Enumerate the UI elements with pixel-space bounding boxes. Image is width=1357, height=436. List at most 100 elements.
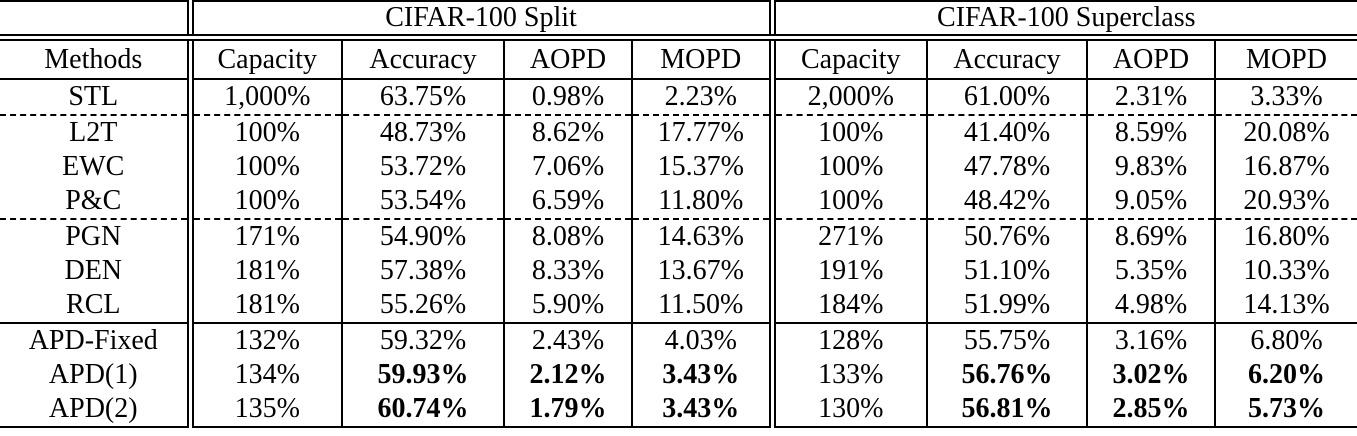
value-cell: 20.08% <box>1213 115 1357 150</box>
method-cell: P&C <box>0 184 190 220</box>
column-header-mopd-split: MOPD <box>631 37 772 80</box>
table-row: PGN 171% 54.90% 8.08% 14.63% 271% 50.76% 8.69% 1… <box>0 219 1357 254</box>
value-cell: 50.76% <box>926 219 1087 254</box>
value-cell: 100% <box>768 150 927 184</box>
value-cell: 55.26% <box>341 288 504 324</box>
value-cell: 8.62% <box>503 115 632 150</box>
table-row: APD(2) 135% 60.74% 1.79% 3.43% 130% 56.81% 2.85… <box>0 392 1357 428</box>
value-cell: 184% <box>768 288 927 324</box>
value-cell: 57.38% <box>341 254 504 288</box>
value-cell: 1.79% <box>503 392 632 428</box>
value-cell: 54.90% <box>341 219 504 254</box>
column-header-aopd-superclass: AOPD <box>1086 37 1215 80</box>
value-cell: 48.73% <box>341 115 504 150</box>
value-cell: 5.90% <box>503 288 632 324</box>
value-cell: 48.42% <box>926 184 1087 220</box>
value-cell: 8.69% <box>1086 219 1215 254</box>
column-header-capacity-superclass: Capacity <box>768 37 927 80</box>
value-cell: 134% <box>186 358 342 392</box>
value-cell: 100% <box>768 115 927 150</box>
value-cell: 132% <box>186 323 342 358</box>
method-cell: PGN <box>65 221 122 252</box>
value-cell: 3.02% <box>1086 358 1215 392</box>
value-cell: 11.50% <box>631 288 772 324</box>
value-cell: 130% <box>768 392 927 428</box>
value-cell: 56.76% <box>926 358 1087 392</box>
value-cell: 4.98% <box>1086 288 1215 324</box>
value-cell: 100% <box>186 184 342 220</box>
column-header-aopd-split: AOPD <box>503 37 632 80</box>
table-row: RCL 181% 55.26% 5.90% 11.50% 184% 51.99% 4.98% 1… <box>0 288 1357 324</box>
group-header-cifar100-split: CIFAR-100 Split <box>186 0 772 41</box>
value-cell: 14.63% <box>631 219 772 254</box>
value-cell: 191% <box>768 254 927 288</box>
value-cell: 53.72% <box>341 150 504 184</box>
value-cell: 0.98% <box>503 79 632 116</box>
value-cell: 51.10% <box>926 254 1087 288</box>
value-cell: 3.16% <box>1086 323 1215 358</box>
value-cell: 15.37% <box>631 150 772 184</box>
methods-column-header: Methods <box>0 37 190 80</box>
method-cell: EWC <box>62 151 125 182</box>
value-cell: 5.35% <box>1086 254 1215 288</box>
results-table-body: STL 1,000% 63.75% 0.98% 2.23% 2,000% 61.00% 2.3… <box>0 79 1357 428</box>
value-cell: 181% <box>186 288 342 324</box>
method-cell: APD(1) <box>48 359 138 390</box>
value-cell: 8.59% <box>1086 115 1215 150</box>
value-cell: 1,000% <box>186 79 342 116</box>
value-cell: 13.67% <box>631 254 772 288</box>
value-cell: 3.33% <box>1213 79 1357 116</box>
group-header-cifar100-superclass: CIFAR-100 Superclass <box>768 0 1357 41</box>
value-cell: 135% <box>186 392 342 428</box>
value-cell: 6.20% <box>1213 358 1357 392</box>
value-cell: 133% <box>768 358 927 392</box>
value-cell: 8.33% <box>503 254 632 288</box>
value-cell: 47.78% <box>926 150 1087 184</box>
value-cell: 181% <box>186 254 342 288</box>
value-cell: 59.32% <box>341 323 504 358</box>
value-cell: 61.00% <box>926 79 1087 116</box>
method-cell: DEN <box>64 255 123 286</box>
column-header-mopd-superclass: MOPD <box>1213 37 1357 80</box>
table-row: APD-Fixed 132% 59.32% 2.43% 4.03% 128% 55.75% 3… <box>0 323 1357 358</box>
value-cell: 3.43% <box>631 392 772 428</box>
value-cell: 100% <box>768 184 927 220</box>
table-row: P&C 100% 53.54% 6.59% 11.80% 100% 48.42% 9.05% 2… <box>0 184 1357 220</box>
method-cell: APD(2) <box>0 392 190 428</box>
value-cell: 4.03% <box>631 323 772 358</box>
column-header-capacity-split: Capacity <box>186 37 342 80</box>
value-cell: 41.40% <box>926 115 1087 150</box>
value-cell: 60.74% <box>341 392 504 428</box>
value-cell: 9.83% <box>1086 150 1215 184</box>
value-cell: 53.54% <box>341 184 504 220</box>
value-cell: 2.85% <box>1086 392 1215 428</box>
column-header-accuracy-superclass: Accuracy <box>926 37 1087 80</box>
value-cell: 11.80% <box>631 184 772 220</box>
value-cell: 17.77% <box>631 115 772 150</box>
value-cell: 6.80% <box>1213 323 1357 358</box>
corner-cell <box>0 0 190 41</box>
value-cell: 7.06% <box>503 150 632 184</box>
value-cell: 8.08% <box>503 219 632 254</box>
value-cell: 16.87% <box>1213 150 1357 184</box>
table-row: APD(1) 134% 59.93% 2.12% 3.43% 133% 56.76% 3.02… <box>0 358 1357 392</box>
column-header-accuracy-split: Accuracy <box>341 37 504 80</box>
group-header-row: CIFAR-100 Split CIFAR-100 Superclass <box>0 0 1357 41</box>
method-cell: APD-Fixed <box>28 325 158 356</box>
value-cell: 3.43% <box>631 358 772 392</box>
value-cell: 9.05% <box>1086 184 1215 220</box>
value-cell: 6.59% <box>503 184 632 220</box>
value-cell: 2.43% <box>503 323 632 358</box>
table-row: EWC 100% 53.72% 7.06% 15.37% 100% 47.78% 9.83% 1… <box>0 150 1357 184</box>
column-header-row: Methods Capacity Accuracy AOPD MOPD Capa… <box>0 37 1357 80</box>
value-cell: 2.31% <box>1086 79 1215 116</box>
value-cell: 100% <box>186 150 342 184</box>
value-cell: 51.99% <box>926 288 1087 324</box>
value-cell: 14.13% <box>1213 288 1357 324</box>
value-cell: 271% <box>768 219 927 254</box>
value-cell: 2.12% <box>503 358 632 392</box>
value-cell: 63.75% <box>341 79 504 116</box>
value-cell: 16.80% <box>1213 219 1357 254</box>
table-row: STL 1,000% 63.75% 0.98% 2.23% 2,000% 61.00% 2.3… <box>0 79 1357 116</box>
